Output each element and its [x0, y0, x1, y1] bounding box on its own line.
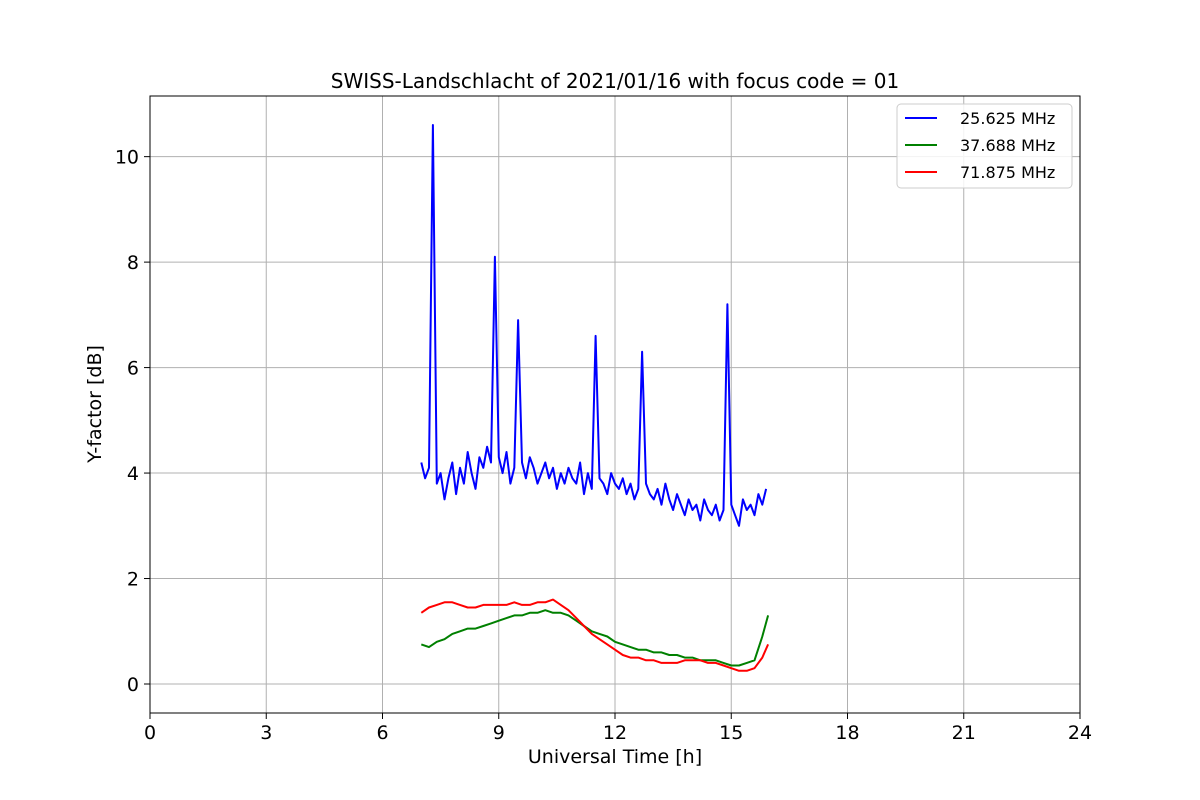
legend: 25.625 MHz 37.688 MHz 71.875 MHz — [896, 103, 1073, 189]
x-tick-label: 3 — [260, 722, 272, 744]
legend-label-37mhz: 37.688 MHz — [960, 136, 1055, 155]
y-axis-label: Y-factor [dB] — [84, 345, 106, 464]
legend-label-71mhz: 71.875 MHz — [960, 163, 1055, 182]
x-tick-label: 12 — [603, 722, 627, 744]
y-tick-label: 0 — [127, 674, 139, 696]
y-tick-label: 4 — [127, 463, 139, 485]
series-line-2 — [420, 598, 770, 672]
x-tick-label: 18 — [835, 722, 859, 744]
chart-title: SWISS-Landschlacht of 2021/01/16 with fo… — [331, 69, 899, 93]
series-line-0 — [420, 124, 768, 527]
x-tick-label: 15 — [719, 722, 743, 744]
y-tick-label: 8 — [127, 252, 139, 274]
legend-label-25mhz: 25.625 MHz — [960, 109, 1055, 128]
x-tick-label: 9 — [493, 722, 505, 744]
x-tick-label: 0 — [144, 722, 156, 744]
y-tick-label: 10 — [115, 147, 139, 169]
legend-box — [896, 103, 1073, 189]
series-line-1 — [420, 609, 770, 667]
y-tick-label: 2 — [127, 569, 139, 591]
series-group — [420, 124, 770, 672]
y-tick-label: 6 — [127, 358, 139, 380]
x-tick-label: 21 — [952, 722, 976, 744]
x-axis-label: Universal Time [h] — [528, 746, 702, 768]
x-tick-label: 6 — [376, 722, 388, 744]
x-tick-label: 24 — [1068, 722, 1092, 744]
